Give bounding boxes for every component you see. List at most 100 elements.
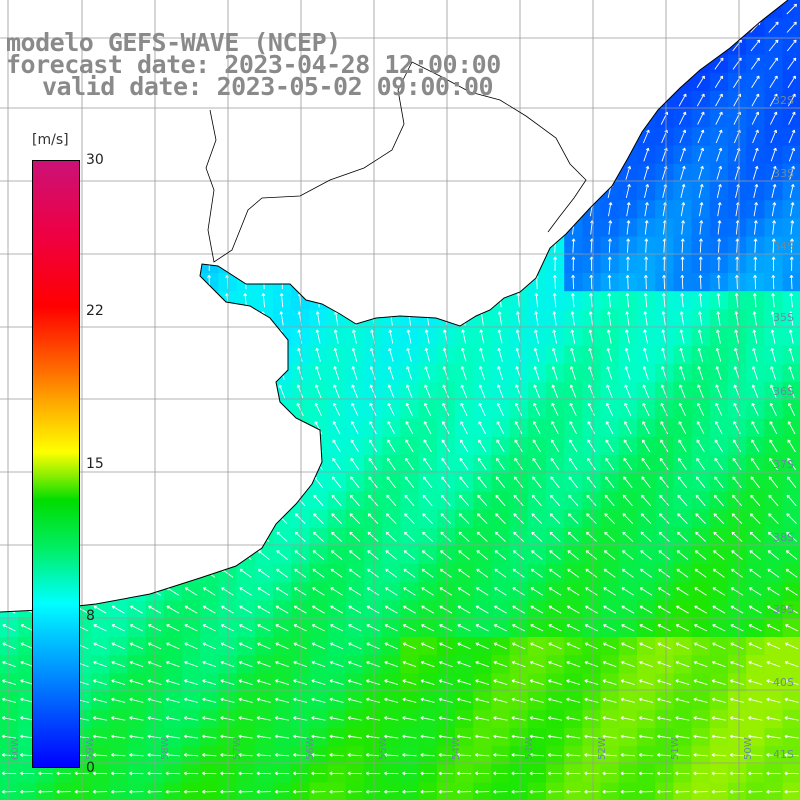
wind-arrow (384, 734, 399, 739)
wind-arrow (584, 697, 599, 703)
speed-cell (637, 91, 656, 110)
wind-arrow (699, 220, 704, 235)
wind-arrow (405, 457, 414, 471)
speed-cell (182, 473, 201, 492)
wind-arrow (494, 605, 507, 614)
speed-cell (127, 327, 147, 347)
speed-cell (254, 145, 274, 165)
speed-cell (163, 218, 183, 238)
wind-arrow (189, 183, 195, 199)
speed-cell (309, 163, 329, 183)
wind-arrow (570, 129, 577, 144)
wind-arrow (620, 679, 635, 686)
wind-arrow (331, 513, 342, 525)
speed-cell (782, 600, 800, 620)
wind-arrow (334, 274, 339, 290)
wind-arrow (165, 697, 180, 703)
speed-cell (491, 200, 511, 219)
wind-arrow (202, 679, 217, 686)
speed-cell (309, 436, 329, 456)
wind-arrow (586, 513, 597, 525)
wind-arrow (23, 111, 32, 125)
wind-arrow (335, 220, 340, 235)
wind-arrow (421, 568, 434, 578)
wind-arrow (131, 513, 142, 525)
wind-arrow (458, 3, 470, 15)
wind-arrow (732, 21, 743, 33)
wind-arrow (534, 293, 539, 308)
wind-arrow (693, 679, 708, 686)
wind-arrow (788, 111, 796, 125)
wind-arrow (547, 697, 563, 703)
wind-arrow (568, 57, 578, 70)
wind-arrow (202, 624, 216, 632)
speed-cell (0, 600, 19, 620)
speed-cell (127, 0, 147, 19)
speed-cell (91, 200, 110, 219)
wind-arrow (657, 624, 671, 632)
wind-arrow (462, 183, 468, 199)
wind-arrow (693, 734, 708, 739)
wind-arrow (769, 57, 779, 70)
wind-arrow (151, 384, 158, 398)
wind-arrow (275, 605, 289, 614)
wind-arrow (329, 642, 344, 650)
wind-arrow (440, 21, 452, 33)
wind-arrow (275, 642, 289, 650)
wind-arrow (442, 384, 449, 398)
speed-cell (345, 109, 365, 128)
wind-arrow (532, 39, 542, 52)
wind-arrow (135, 220, 140, 235)
speed-cell (0, 364, 19, 383)
wind-arrow (766, 660, 781, 668)
speed-cell (0, 582, 19, 602)
speed-cell (309, 273, 329, 292)
wind-arrow (787, 402, 796, 416)
wind-arrow (770, 347, 776, 362)
wind-arrow (349, 3, 361, 15)
wind-arrow (770, 329, 776, 344)
wind-arrow (570, 293, 575, 308)
wind-arrow (259, 476, 269, 489)
wind-arrow (423, 457, 433, 471)
speed-cell (473, 200, 492, 219)
speed-cell (0, 273, 19, 292)
wind-arrow (676, 605, 689, 614)
wind-arrow (389, 256, 394, 271)
wind-arrow (769, 384, 777, 398)
wind-arrow (406, 329, 412, 344)
speed-cell (709, 36, 729, 56)
speed-cell (182, 491, 201, 511)
wind-arrow (551, 111, 559, 125)
wind-arrow (366, 660, 380, 668)
wind-arrow (626, 238, 631, 253)
wind-arrow (95, 439, 105, 453)
wind-arrow (551, 366, 558, 380)
wind-arrow (641, 57, 651, 70)
speed-cell (91, 473, 110, 492)
speed-cell (382, 18, 401, 37)
wind-arrow (497, 311, 503, 326)
wind-arrow (733, 347, 740, 362)
speed-cell (91, 273, 110, 292)
wind-arrow (92, 716, 108, 721)
speed-cell (309, 236, 329, 256)
wind-arrow (424, 329, 430, 344)
wind-arrow (132, 384, 140, 398)
speed-cell (473, 145, 492, 165)
wind-arrow (529, 734, 544, 739)
wind-arrow (183, 716, 199, 721)
wind-arrow (622, 3, 634, 15)
speed-cell (273, 254, 292, 274)
speed-cell (127, 182, 147, 201)
wind-arrow (566, 771, 581, 776)
wind-arrow (676, 587, 689, 596)
speed-cell (418, 200, 438, 219)
wind-arrow (730, 660, 744, 668)
wind-arrow (388, 329, 394, 344)
speed-cell (163, 309, 183, 329)
wind-arrow (92, 734, 108, 739)
speed-cell (54, 109, 74, 128)
wind-arrow (769, 93, 778, 107)
wind-arrow (511, 753, 526, 757)
